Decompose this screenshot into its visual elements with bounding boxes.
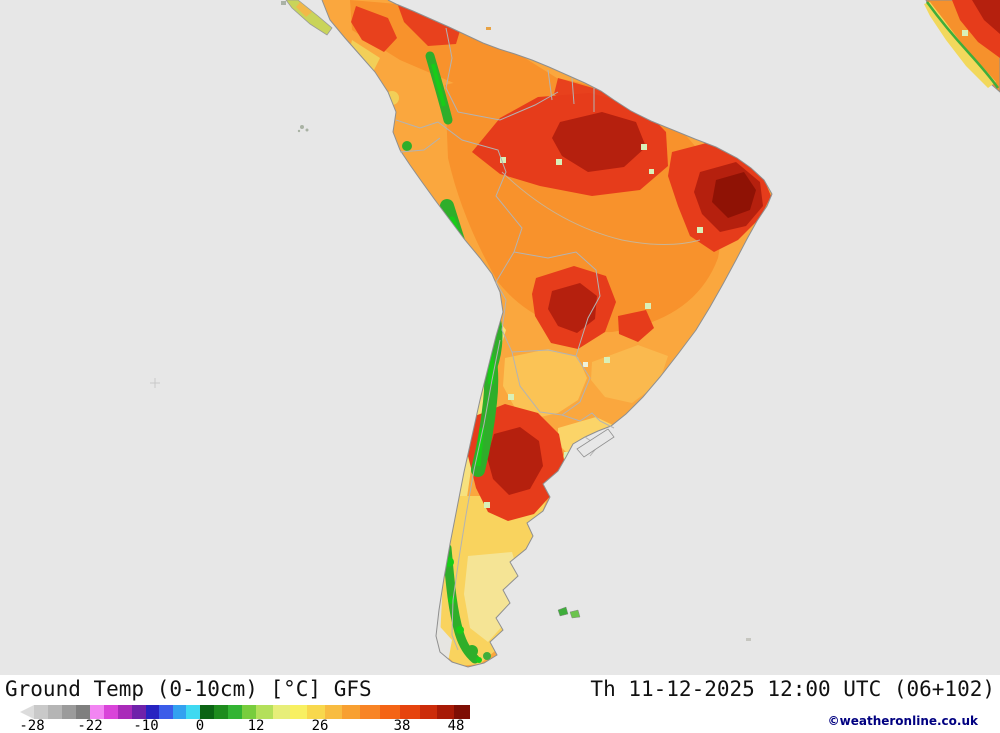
legend-tick-label: -28 — [19, 718, 45, 733]
legend-tick-label: 48 — [447, 718, 465, 733]
rio-de-la-plata — [576, 428, 615, 458]
legend-tick-label: -10 — [133, 718, 159, 733]
legend-tick-label: -22 — [77, 718, 103, 733]
legend-color-segment — [420, 705, 437, 719]
legend-color-segment — [307, 705, 325, 719]
legend-color-segment — [132, 705, 146, 719]
legend-tick-label: 12 — [247, 718, 265, 733]
legend-color-segment — [380, 705, 400, 719]
legend-tick-label: 38 — [393, 718, 411, 733]
map-title: Ground Temp (0-10cm) [°C] GFS — [5, 677, 372, 701]
africa-landmass — [924, 0, 1000, 93]
legend-color-segment — [256, 705, 273, 719]
legend-color-segment — [325, 705, 342, 719]
falkland-islands — [557, 606, 581, 619]
legend-color-segment — [273, 705, 290, 719]
country-borders — [395, 27, 615, 651]
central-america-landmass — [285, 0, 333, 36]
coastline — [321, 0, 773, 668]
legend-color-segment — [173, 705, 186, 719]
south-georgia-speck — [746, 638, 751, 641]
legend-color-segment — [76, 705, 90, 719]
legend-color-segment — [48, 705, 62, 719]
legend-color-segment — [342, 705, 360, 719]
legend-color-segment — [437, 705, 454, 719]
legend-color-segment — [360, 705, 380, 719]
map-area — [0, 0, 1000, 675]
legend-color-segment — [118, 705, 132, 719]
legend-color-segment — [34, 705, 48, 719]
legend-tick-label: 0 — [195, 718, 205, 733]
map-canvas — [0, 0, 1000, 675]
temperature-legend: -28 -22 -10 0 12 26 38 48 — [19, 705, 470, 733]
legend-colorbar — [20, 705, 470, 719]
copyright-watermark: ©weatheronline.co.uk — [827, 714, 978, 728]
legend-color-segment — [228, 705, 242, 719]
legend-color-segment — [200, 705, 214, 719]
legend-color-segment — [20, 705, 34, 719]
legend-color-segment — [454, 705, 470, 719]
legend-color-segment — [104, 705, 118, 719]
map-datetime: Th 11-12-2025 12:00 UTC (06+102) — [590, 677, 995, 701]
legend-color-segment — [214, 705, 228, 719]
legend-color-segment — [90, 705, 104, 719]
legend-tick-label: 26 — [311, 718, 329, 733]
legend-color-segment — [242, 705, 256, 719]
legend-color-segment — [159, 705, 173, 719]
legend-tick-row: -28 -22 -10 0 12 26 38 48 — [19, 718, 470, 733]
legend-color-segment — [186, 705, 200, 719]
legend-color-segment — [290, 705, 307, 719]
legend-color-segment — [400, 705, 420, 719]
galapagos-islands — [297, 125, 309, 133]
legend-color-segment — [62, 705, 76, 719]
legend-color-segment — [146, 705, 159, 719]
footer-bar: Ground Temp (0-10cm) [°C] GFS Th 11-12-2… — [0, 675, 1000, 733]
graticule-cross — [150, 378, 160, 388]
